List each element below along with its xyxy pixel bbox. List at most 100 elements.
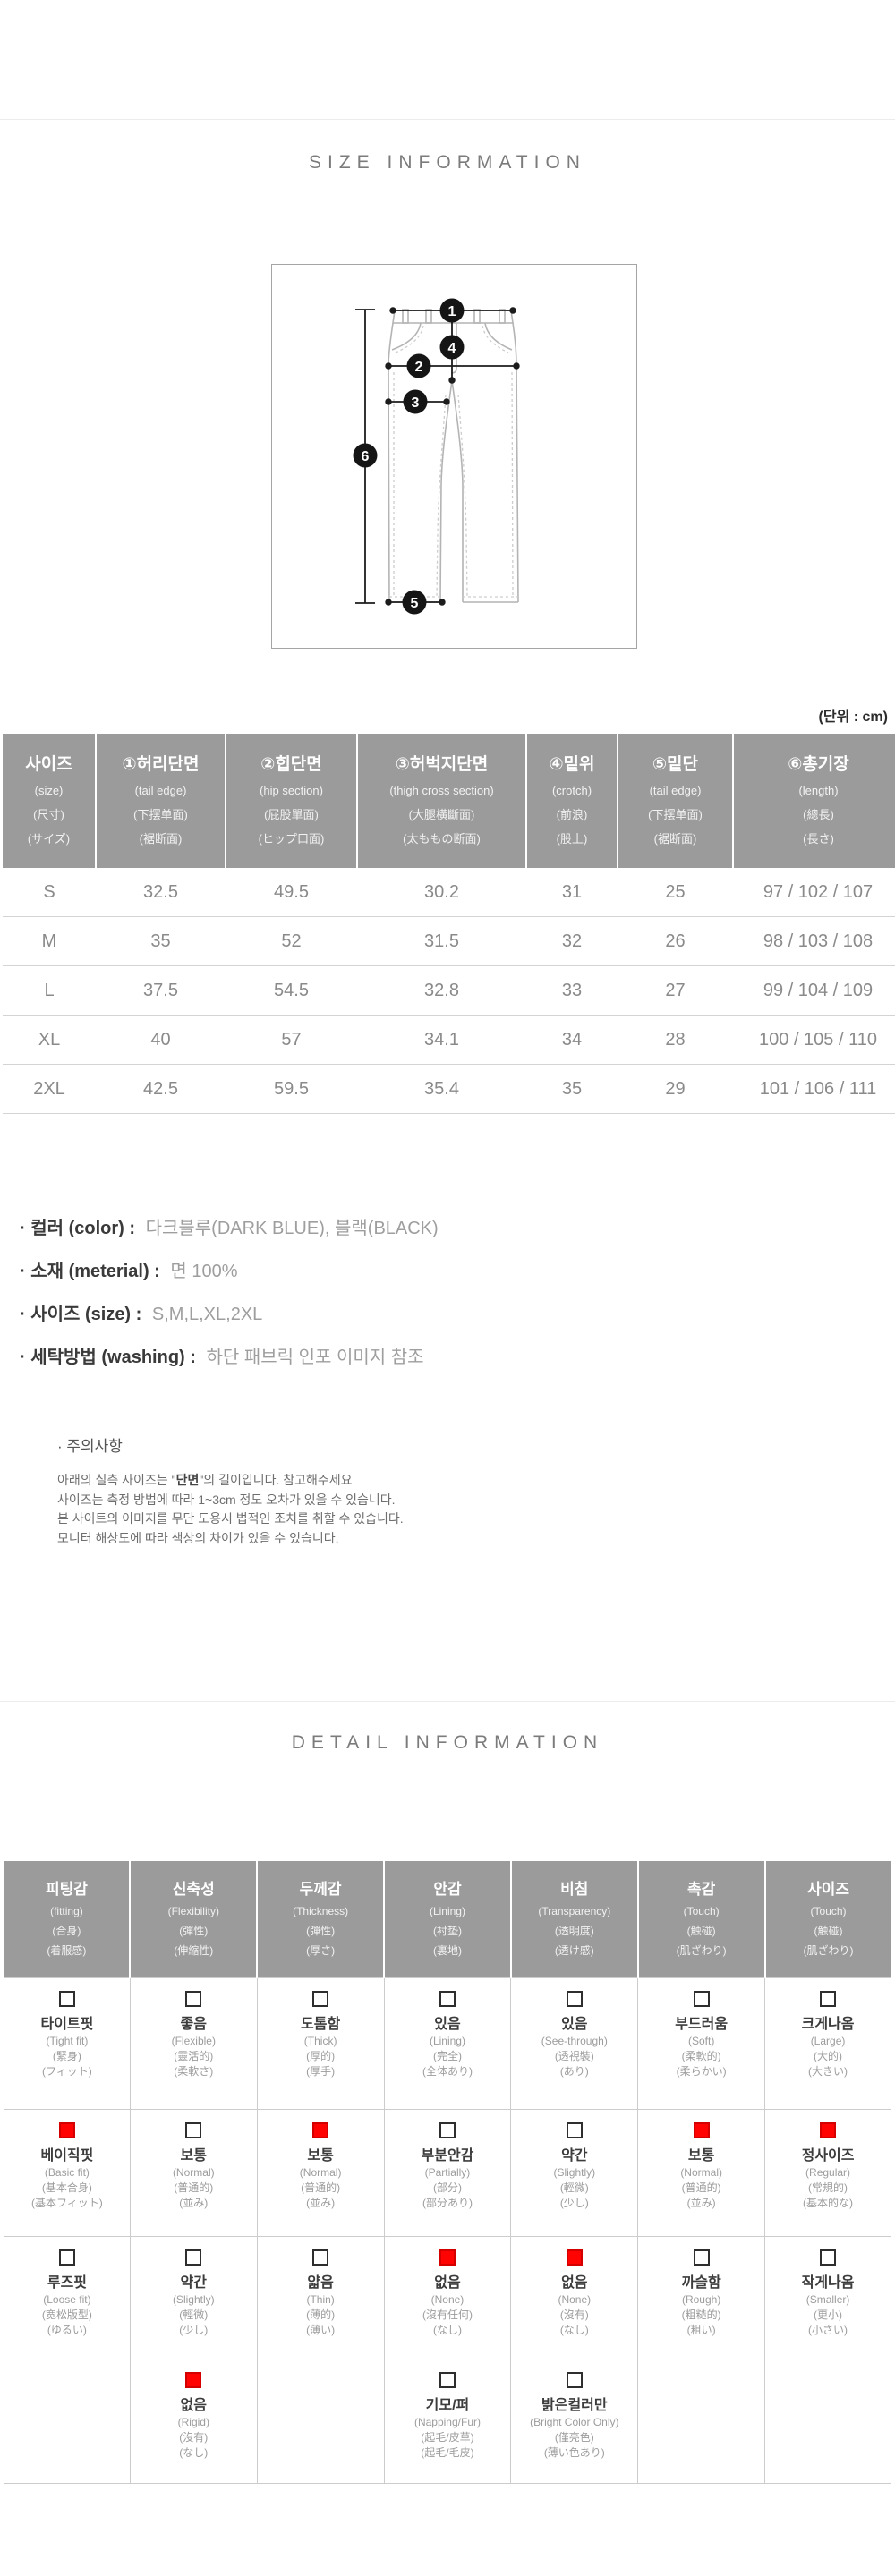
option-cn: (普通的) bbox=[174, 2181, 214, 2194]
header-cn: (衬垫) bbox=[432, 1925, 462, 1937]
detail-option-cell: 약간 (Slightly) (輕微) (少し) bbox=[129, 2236, 258, 2359]
section-divider bbox=[0, 119, 895, 120]
detail-option-cell: 얇음 (Thin) (薄的) (薄い) bbox=[256, 2236, 385, 2359]
detail-option-cell: 보통 (Normal) (普通的) (並み) bbox=[637, 2109, 766, 2237]
header-en: (Touch) bbox=[810, 1905, 847, 1917]
header-cn: (總長) bbox=[803, 807, 834, 821]
column-header: ②힙단면 (hip section) (屁股單面) (ヒップ口面) bbox=[226, 734, 358, 868]
detail-option-cell: 없음 (Rigid) (沒有) (なし) bbox=[129, 2359, 258, 2484]
header-en: (Flexibility) bbox=[167, 1905, 219, 1917]
size-value: 25 bbox=[618, 868, 733, 917]
header-en: (length) bbox=[798, 783, 839, 797]
pants-diagram-icon: 1 2 3 4 5 6 bbox=[353, 298, 520, 615]
option-ko: 루즈핏 bbox=[47, 2275, 88, 2291]
detail-option-cell: 있음 (Lining) (完全) (全体あり) bbox=[383, 1977, 512, 2110]
option-ko: 약간 bbox=[180, 2275, 207, 2291]
option-jp: (柔らかい) bbox=[676, 2065, 727, 2078]
checkbox-checked-icon bbox=[693, 2122, 710, 2138]
notice-title: · 주의사항 bbox=[57, 1438, 123, 1455]
info-item-washing: · 세탁방법 (washing) : 하단 패브릭 인포 이미지 참조 bbox=[20, 1344, 439, 1387]
option-cn: (緊身) bbox=[52, 2050, 81, 2062]
header-cn: (彈性) bbox=[306, 1925, 336, 1937]
header-ko: ②힙단면 bbox=[260, 754, 322, 774]
column-header: 비침 (Transparency) (透明度) (透け感) bbox=[510, 1861, 639, 1978]
option-cn: (靈活的) bbox=[174, 2050, 214, 2062]
size-section-title: SIZE INFORMATION bbox=[309, 152, 586, 173]
header-ko: 사이즈 bbox=[25, 754, 72, 774]
size-value: 28 bbox=[618, 1015, 733, 1065]
option-ko: 밝은컬러만 bbox=[541, 2398, 608, 2413]
option-ko: 타이트핏 bbox=[40, 2017, 94, 2032]
detail-option-cell: 부드러움 (Soft) (柔軟的) (柔らかい) bbox=[637, 1977, 766, 2110]
option-en: (Partially) bbox=[424, 2166, 471, 2179]
option-en: (Smaller) bbox=[806, 2293, 850, 2306]
notice-bold-text: 단면 bbox=[175, 1473, 200, 1487]
notice-line: 사이즈는 측정 방법에 따라 1~3cm 정도 오차가 있을 수 있습니다. bbox=[57, 1492, 396, 1507]
size-value: 100 / 105 / 110 bbox=[733, 1015, 895, 1065]
option-ko: 보통 bbox=[180, 2148, 207, 2164]
option-ko: 없음 bbox=[180, 2398, 207, 2413]
info-item-color: · 컬러 (color) : 다크블루(DARK BLUE), 블랙(BLACK… bbox=[20, 1215, 439, 1258]
product-info-list: · 컬러 (color) : 다크블루(DARK BLUE), 블랙(BLACK… bbox=[20, 1215, 439, 1387]
size-value: 27 bbox=[618, 965, 733, 1016]
option-ko: 크게나옴 bbox=[801, 2017, 855, 2032]
option-cn: (僅亮色) bbox=[554, 2431, 594, 2444]
detail-option-cell: 없음 (None) (沒有) (なし) bbox=[510, 2236, 639, 2359]
checkbox-unchecked-icon bbox=[820, 1991, 837, 2007]
header-cn: (触碰) bbox=[814, 1925, 843, 1937]
option-en: (Bright Color Only) bbox=[530, 2416, 619, 2428]
info-label: · 세탁방법 (washing) : bbox=[20, 1348, 196, 1367]
option-ko: 있음 bbox=[561, 2017, 588, 2032]
option-cn: (完全) bbox=[432, 2050, 462, 2062]
notice-line: 아래의 실측 사이즈는 "단면"의 길이입니다. 참고해주세요 bbox=[57, 1471, 404, 1491]
column-header: 안감 (Lining) (衬垫) (裏地) bbox=[384, 1861, 512, 1978]
option-ko: 부분안감 bbox=[421, 2148, 474, 2164]
option-jp: (なし) bbox=[179, 2446, 209, 2459]
header-cn: (屁股單面) bbox=[264, 807, 319, 821]
info-value: 다크블루(DARK BLUE), 블랙(BLACK) bbox=[145, 1219, 439, 1238]
option-cn: (厚的) bbox=[306, 2050, 336, 2062]
option-en: (Normal) bbox=[299, 2166, 342, 2179]
option-ko: 작게나옴 bbox=[801, 2275, 855, 2291]
header-cn: (下摆单面) bbox=[648, 807, 703, 821]
option-en: (Basic fit) bbox=[44, 2166, 90, 2179]
option-jp: (柔軟さ) bbox=[174, 2065, 214, 2078]
header-ko: 두께감 bbox=[299, 1881, 342, 1898]
checkbox-checked-icon bbox=[439, 2249, 456, 2266]
measurement-markers: 1 2 3 4 5 6 bbox=[353, 298, 465, 615]
detail-table-header: 피팅감 (fitting) (合身) (着服感) 신축성 (Flexibility) (彈性… bbox=[4, 1861, 891, 1978]
checkbox-unchecked-icon bbox=[58, 2249, 75, 2266]
option-jp: (薄い) bbox=[306, 2324, 336, 2336]
size-value: 57 bbox=[226, 1015, 357, 1065]
detail-option-cell: 부분안감 (Partially) (部分) (部分あり) bbox=[383, 2109, 512, 2237]
option-en: (Loose fit) bbox=[43, 2293, 91, 2306]
detail-empty-cell bbox=[637, 2359, 766, 2484]
option-ko: 약간 bbox=[561, 2148, 588, 2164]
detail-section-title: DETAIL INFORMATION bbox=[291, 1732, 604, 1753]
size-label: S bbox=[3, 868, 96, 917]
svg-text:1: 1 bbox=[448, 304, 456, 319]
size-label: M bbox=[3, 916, 96, 966]
option-jp: (大きい) bbox=[808, 2065, 848, 2078]
option-cn: (更小) bbox=[814, 2308, 843, 2321]
detail-option-cell: 까슬함 (Rough) (粗糙的) (粗い) bbox=[637, 2236, 766, 2359]
option-cn: (宽松版型) bbox=[41, 2308, 92, 2321]
checkbox-checked-icon bbox=[820, 2122, 837, 2138]
checkbox-unchecked-icon bbox=[693, 1991, 710, 2007]
option-jp: (ゆるい) bbox=[47, 2324, 87, 2336]
option-cn: (大的) bbox=[814, 2050, 843, 2062]
option-en: (None) bbox=[430, 2293, 465, 2306]
header-en: (tail edge) bbox=[649, 783, 702, 797]
option-jp: (なし) bbox=[432, 2324, 462, 2336]
detail-option-cell: 보통 (Normal) (普通的) (並み) bbox=[256, 2109, 385, 2237]
header-jp: (裾断面) bbox=[139, 831, 183, 846]
header-jp: (股上) bbox=[556, 831, 588, 846]
option-en: (Rough) bbox=[681, 2293, 721, 2306]
size-table-row: M 35 52 31.5 32 26 98 / 103 / 108 bbox=[3, 916, 895, 966]
detail-option-cell: 정사이즈 (Regular) (常規的) (基本的な) bbox=[764, 2109, 891, 2237]
option-jp: (全体あり) bbox=[422, 2065, 473, 2078]
checkbox-unchecked-icon bbox=[58, 1991, 75, 2007]
size-label: XL bbox=[3, 1015, 96, 1065]
size-value: 33 bbox=[526, 965, 618, 1016]
